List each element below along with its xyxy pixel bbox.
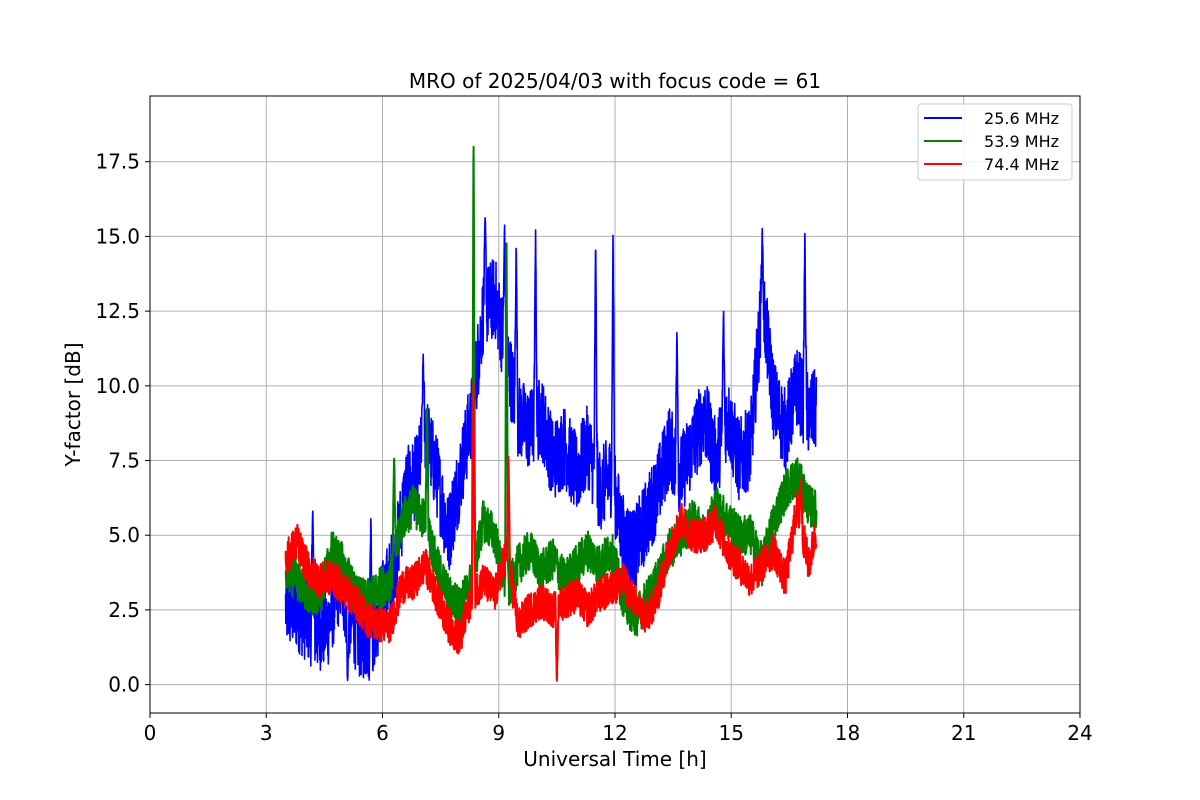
legend-label-1: 53.9 MHz: [984, 132, 1059, 151]
x-tick-label: 18: [835, 721, 860, 745]
y-axis: 0.0 2.5 5.0 7.5 10.0 12.5 15.0 17.5: [95, 150, 150, 697]
x-axis: 0 3 6 9 12 15 18 21 24: [144, 713, 1093, 745]
x-tick-label: 9: [492, 721, 505, 745]
y-axis-label: Y-factor [dB]: [61, 342, 85, 467]
chart-title: MRO of 2025/04/03 with focus code = 61: [409, 69, 821, 93]
x-tick-label: 24: [1067, 721, 1092, 745]
x-tick-label: 3: [260, 721, 273, 745]
x-tick-label: 12: [602, 721, 627, 745]
legend: 25.6 MHz 53.9 MHz 74.4 MHz: [917, 103, 1073, 181]
x-tick-label: 15: [719, 721, 744, 745]
y-tick-label: 5.0: [108, 523, 140, 547]
legend-label-0: 25.6 MHz: [984, 109, 1059, 128]
y-tick-label: 10.0: [95, 374, 140, 398]
y-tick-label: 12.5: [95, 299, 140, 323]
y-tick-label: 15.0: [95, 224, 140, 248]
x-axis-label: Universal Time [h]: [523, 747, 706, 771]
legend-label-2: 74.4 MHz: [984, 155, 1059, 174]
y-tick-label: 17.5: [95, 150, 140, 174]
series-line-1: [284, 145, 818, 637]
series-line-2: [284, 381, 818, 682]
y-tick-label: 2.5: [108, 598, 140, 622]
legend-box: [917, 103, 1073, 181]
x-tick-label: 0: [144, 721, 157, 745]
y-tick-label: 7.5: [108, 449, 140, 473]
x-tick-label: 6: [376, 721, 389, 745]
series-layer: [284, 145, 818, 682]
y-tick-label: 0.0: [108, 673, 140, 697]
x-tick-label: 21: [951, 721, 976, 745]
